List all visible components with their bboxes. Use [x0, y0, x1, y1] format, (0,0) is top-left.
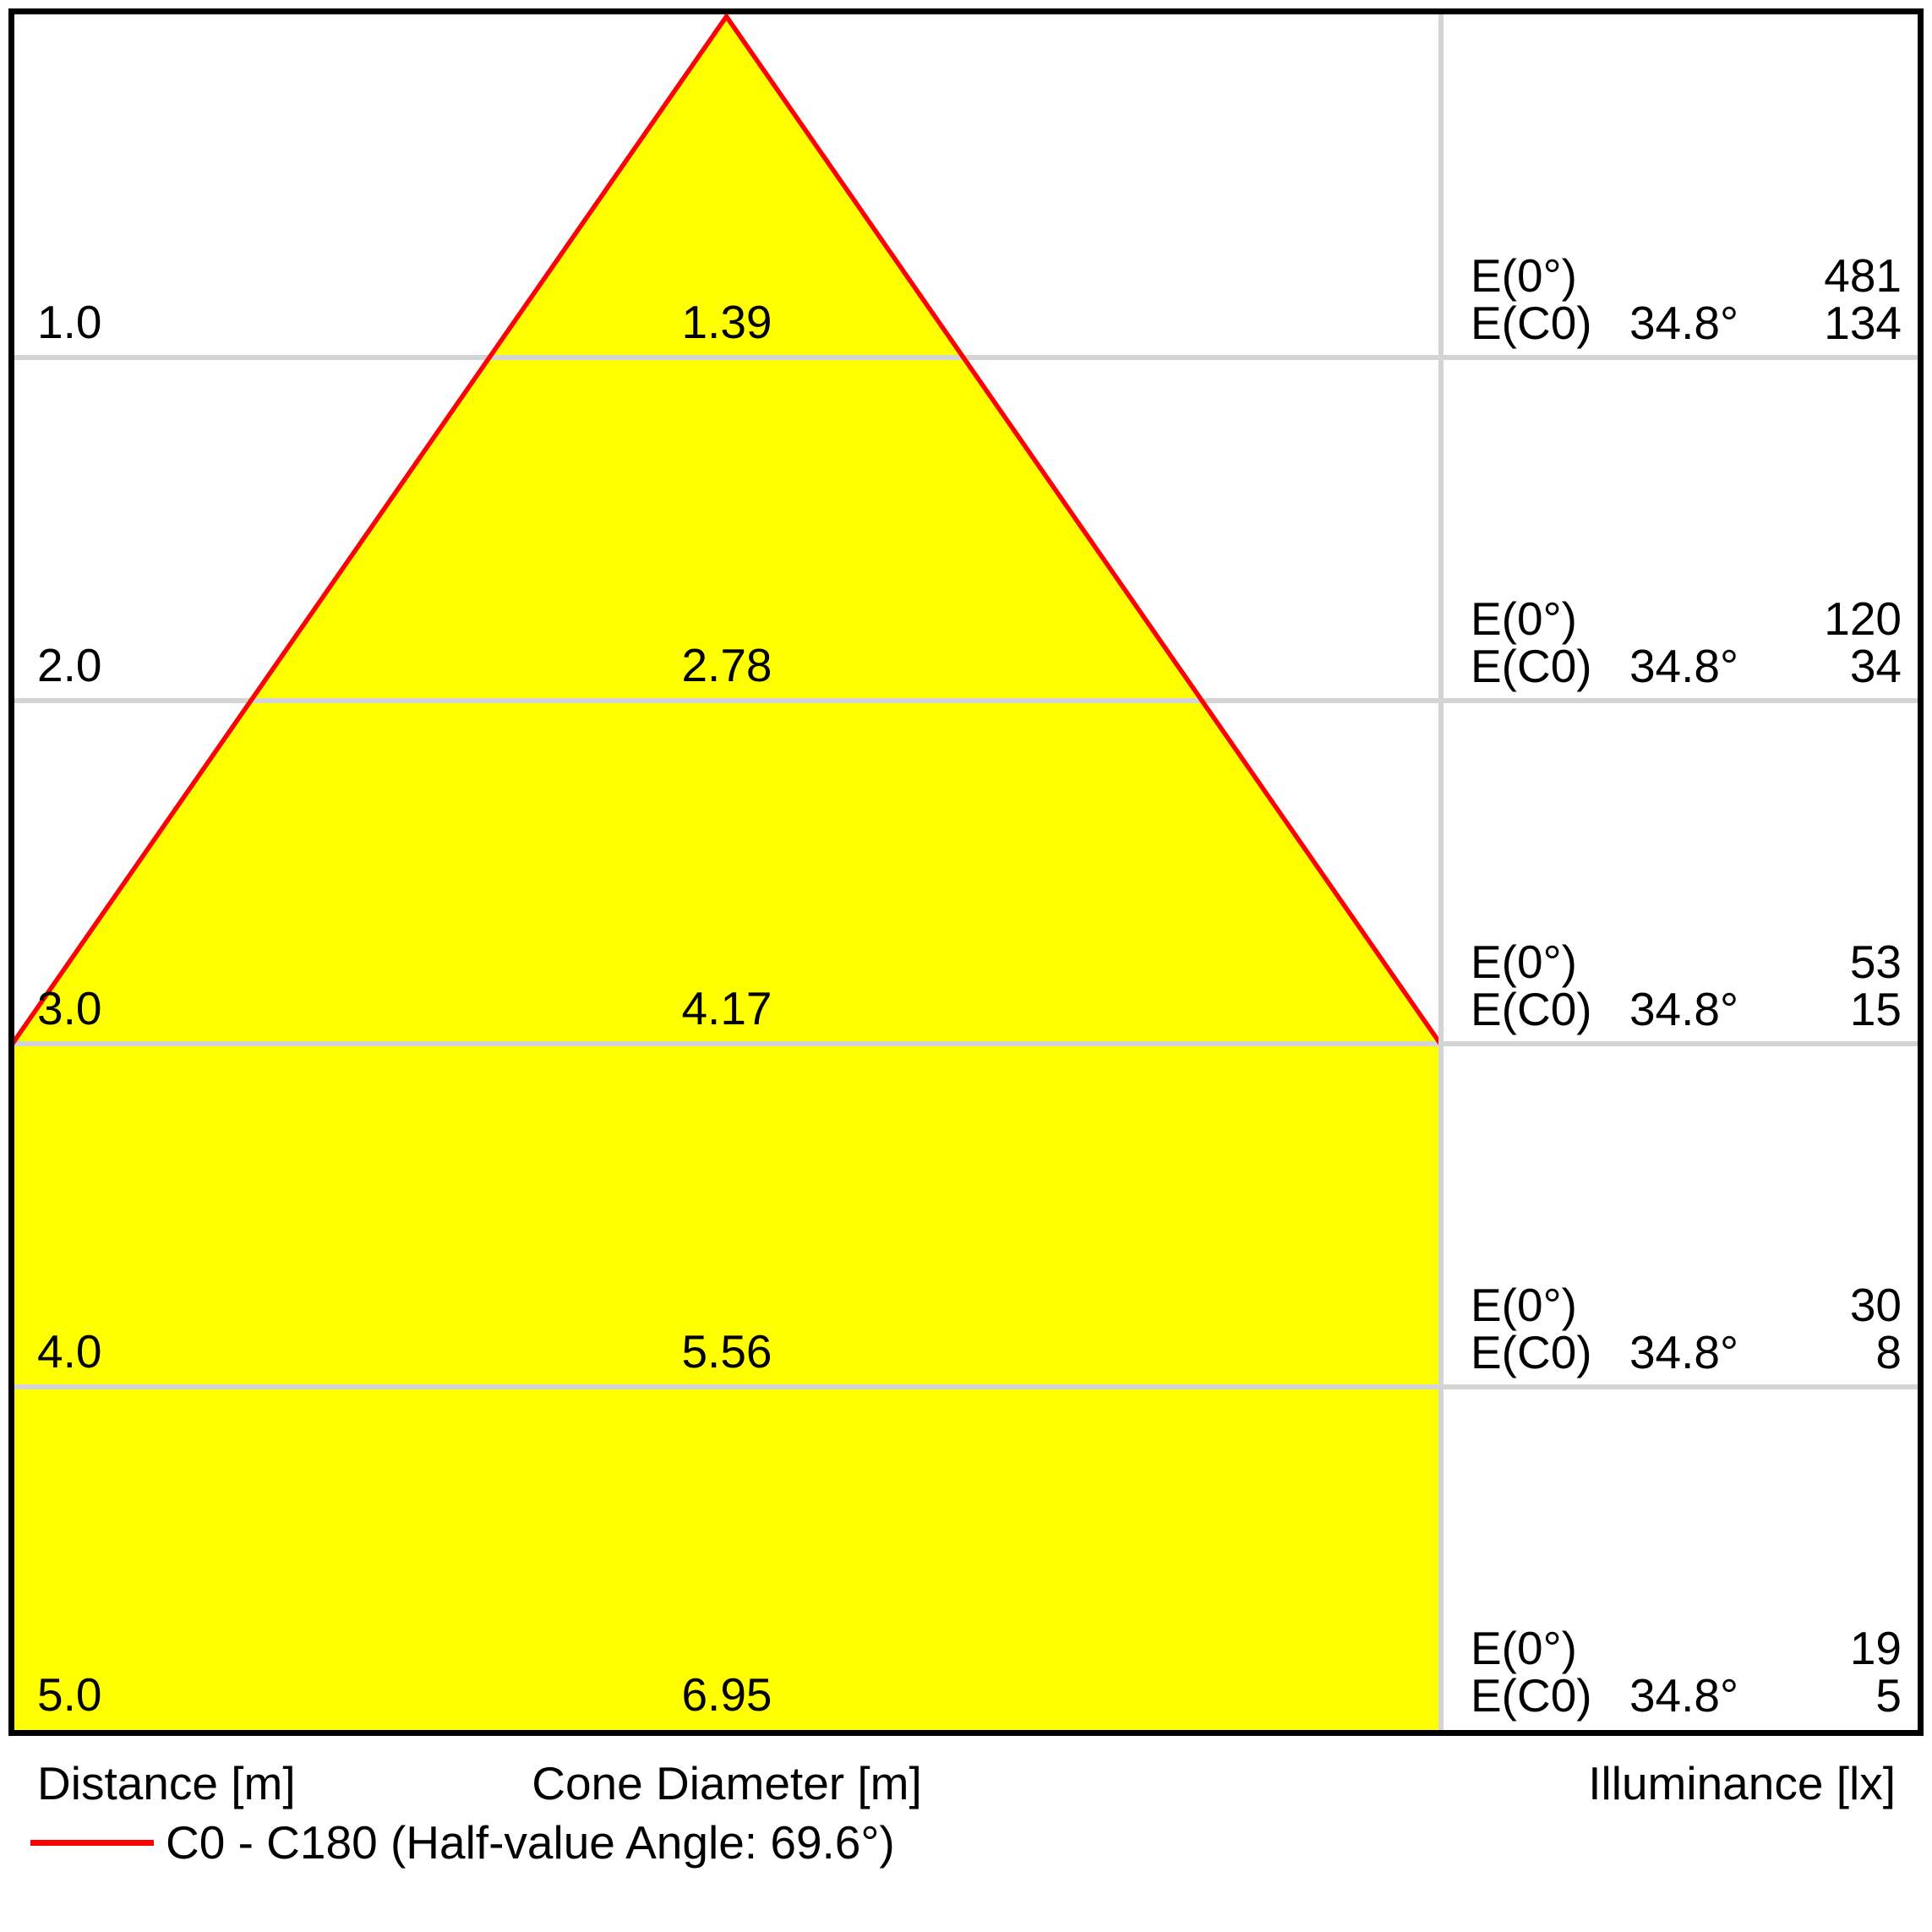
illuminance-block-3: E(0°) 53 E(C0) 34.8° 15 — [1471, 938, 1902, 1033]
illuminance-block-1: E(0°) 481 E(C0) 34.8° 134 — [1471, 252, 1902, 347]
ec0-value: 5 — [1875, 1669, 1902, 1722]
e0-value: 30 — [1849, 1279, 1902, 1331]
e0-value: 19 — [1849, 1622, 1902, 1674]
gridline-3m — [14, 1041, 1918, 1046]
ec0-value: 8 — [1875, 1326, 1902, 1378]
illuminance-block-2: E(0°) 120 E(C0) 34.8° 34 — [1471, 595, 1902, 690]
ec0-label: E(C0) — [1471, 1326, 1592, 1378]
half-angle-value: 34.8° — [1629, 640, 1738, 692]
ec0-line: E(C0) 34.8° 34 — [1471, 642, 1902, 690]
ec0-value: 34 — [1849, 640, 1902, 692]
e0-value: 53 — [1849, 936, 1902, 988]
panel-divider — [1438, 14, 1444, 1730]
ec0-label: E(C0) — [1471, 1669, 1592, 1722]
e0-line: E(0°) 19 — [1471, 1624, 1902, 1672]
cone-diameter-axis-label: Cone Diameter [m] — [532, 1757, 922, 1809]
light-cone-fill — [14, 16, 1438, 1730]
ec0-value: 134 — [1824, 297, 1902, 349]
ec0-label: E(C0) — [1471, 640, 1592, 692]
ec0-label: E(C0) — [1471, 983, 1592, 1035]
gridline-2m — [14, 698, 1918, 703]
half-angle-value: 34.8° — [1629, 1326, 1738, 1378]
cone-diameter-label-5: 6.95 — [681, 1668, 772, 1721]
half-angle-value: 34.8° — [1629, 1669, 1738, 1722]
e0-line: E(0°) 481 — [1471, 252, 1902, 299]
cone-outline-path — [14, 14, 1438, 1045]
cone-diameter-label-1: 1.39 — [681, 296, 772, 348]
cone-diameter-label-2: 2.78 — [681, 639, 772, 691]
cone-diagram-frame: 1.0 2.0 3.0 4.0 5.0 1.39 2.78 4.17 5.56 … — [8, 8, 1924, 1736]
cone-diameter-label-3: 4.17 — [681, 982, 772, 1034]
cone-shape — [14, 16, 1438, 1730]
ec0-line: E(C0) 34.8° 134 — [1471, 299, 1902, 347]
legend-label: C0 - C180 (Half-value Angle: 69.6°) — [166, 1816, 895, 1869]
cone-diameter-label-4: 5.56 — [681, 1325, 772, 1378]
ec0-value: 15 — [1849, 983, 1902, 1035]
distance-axis-label: Distance [m] — [37, 1757, 296, 1809]
e0-value: 481 — [1824, 249, 1902, 302]
e0-line: E(0°) 53 — [1471, 938, 1902, 985]
e0-label: E(0°) — [1471, 1622, 1577, 1674]
light-cone-outline — [14, 14, 1438, 1045]
e0-label: E(0°) — [1471, 936, 1577, 988]
illuminance-block-5: E(0°) 19 E(C0) 34.8° 5 — [1471, 1624, 1902, 1719]
distance-label-2: 2.0 — [37, 639, 102, 691]
distance-label-3: 3.0 — [37, 982, 102, 1034]
distance-label-4: 4.0 — [37, 1325, 102, 1378]
legend-line-swatch — [30, 1840, 154, 1846]
half-angle-value: 34.8° — [1629, 297, 1738, 349]
illuminance-block-4: E(0°) 30 E(C0) 34.8° 8 — [1471, 1281, 1902, 1376]
distance-label-5: 5.0 — [37, 1668, 102, 1721]
gridline-4m — [14, 1384, 1918, 1389]
distance-label-1: 1.0 — [37, 296, 102, 348]
e0-label: E(0°) — [1471, 592, 1577, 645]
e0-value: 120 — [1824, 592, 1902, 645]
ec0-line: E(C0) 34.8° 8 — [1471, 1329, 1902, 1376]
e0-label: E(0°) — [1471, 1279, 1577, 1331]
ec0-line: E(C0) 34.8° 5 — [1471, 1672, 1902, 1719]
ec0-line: E(C0) 34.8° 15 — [1471, 985, 1902, 1033]
illuminance-axis-label: Illuminance [lx] — [1588, 1757, 1896, 1809]
e0-line: E(0°) 120 — [1471, 595, 1902, 642]
e0-line: E(0°) 30 — [1471, 1281, 1902, 1329]
half-angle-value: 34.8° — [1629, 983, 1738, 1035]
ec0-label: E(C0) — [1471, 297, 1592, 349]
e0-label: E(0°) — [1471, 249, 1577, 302]
